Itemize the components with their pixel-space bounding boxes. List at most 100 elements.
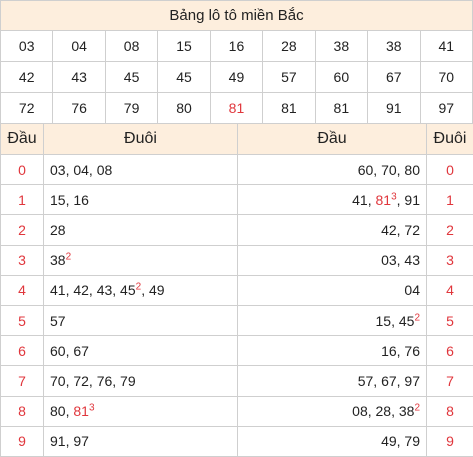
highlighted-number: 81 bbox=[73, 403, 89, 420]
duoi-digit: 9 bbox=[426, 425, 473, 457]
dau-digit: 6 bbox=[0, 335, 44, 367]
lotto-number: 43 bbox=[52, 61, 106, 93]
lotto-number: 16 bbox=[209, 30, 264, 62]
dau-list: 60, 70, 80 bbox=[237, 153, 427, 186]
head-tail-row: 9 91, 97 49, 79 9 bbox=[0, 425, 473, 457]
lotto-number: 28 bbox=[262, 30, 316, 62]
dau-digit: 2 bbox=[0, 214, 44, 246]
count-superscript: 2 bbox=[65, 251, 72, 263]
board-title: Bảng lô tô miền Bắc bbox=[0, 0, 473, 31]
head-tail-row: 3 382 03, 43 3 bbox=[0, 244, 473, 276]
number-list-text: , 91 bbox=[396, 191, 420, 208]
number-list-text: 91, 97 bbox=[50, 433, 89, 450]
number-list-text: 16, 76 bbox=[381, 342, 420, 359]
dau-digit: 7 bbox=[0, 365, 44, 397]
duoi-right-header: Đuôi bbox=[426, 123, 473, 155]
lotto-number: 70 bbox=[419, 61, 473, 93]
number-list-text: 03 bbox=[50, 161, 66, 178]
number-list-text: 60, 67 bbox=[50, 342, 89, 359]
head-tail-row: 7 70, 72, 76, 79 57, 67, 97 7 bbox=[0, 365, 473, 397]
lotto-number: 79 bbox=[104, 92, 159, 124]
number-list-text: 15, 45 bbox=[375, 312, 415, 329]
lotto-number: 80 bbox=[157, 92, 211, 124]
dau-digit: 4 bbox=[0, 274, 44, 306]
duoi-list: 41, 42, 43, 452, 49 bbox=[43, 274, 238, 306]
number-list-text: 41, 42, 43, 45 bbox=[50, 282, 136, 299]
number-list-text: , 04, 08 bbox=[65, 161, 113, 178]
head-tail-row: 4 41, 42, 43, 452, 49 04 4 bbox=[0, 274, 473, 306]
duoi-digit: 4 bbox=[426, 274, 473, 306]
duoi-list: 15, 16 bbox=[43, 184, 238, 216]
lotto-number: 08 bbox=[104, 30, 159, 62]
dau-list: 15, 452 bbox=[237, 304, 427, 337]
duoi-list: 28 bbox=[43, 214, 238, 246]
lotto-number: 45 bbox=[104, 61, 159, 93]
lotto-number: 15 bbox=[157, 30, 211, 62]
head-tail-row: 1 15, 16 41, 813, 91 1 bbox=[0, 184, 473, 216]
duoi-digit: 6 bbox=[426, 335, 473, 367]
number-list-text: 80, bbox=[50, 403, 74, 420]
dau-list: 08, 28, 382 bbox=[237, 395, 427, 427]
duoi-list: 382 bbox=[43, 244, 238, 276]
dau-digit: 3 bbox=[0, 244, 44, 276]
lotto-number: 72 bbox=[0, 92, 54, 124]
head-tail-row: 0 03, 04, 08 60, 70, 80 0 bbox=[0, 153, 473, 186]
dau-list: 57, 67, 97 bbox=[237, 365, 427, 397]
lotto-number: 49 bbox=[209, 61, 264, 93]
duoi-list: 57 bbox=[43, 304, 238, 337]
duoi-digit: 0 bbox=[426, 153, 473, 186]
lotto-number: 38 bbox=[367, 30, 421, 62]
number-list-text: 57 bbox=[50, 312, 66, 329]
dau-list: 41, 813, 91 bbox=[237, 184, 427, 216]
duoi-list: 03, 04, 08 bbox=[43, 153, 238, 186]
duoi-list: 70, 72, 76, 79 bbox=[43, 365, 238, 397]
number-list-text: 41, bbox=[352, 191, 376, 208]
highlighted-number: 81 bbox=[375, 191, 392, 208]
dau-list: 03, 43 bbox=[237, 244, 427, 276]
count-superscript: 2 bbox=[135, 281, 142, 293]
lotto-number: 97 bbox=[419, 92, 473, 124]
count-superscript: 2 bbox=[414, 311, 420, 323]
lotto-number: 45 bbox=[157, 61, 211, 93]
dau-list: 42, 72 bbox=[237, 214, 427, 246]
number-list-text: 70, 72, 76, 79 bbox=[50, 372, 136, 389]
dau-list: 16, 76 bbox=[237, 335, 427, 367]
count-superscript: 3 bbox=[391, 191, 397, 203]
number-list-text: , 49 bbox=[141, 282, 165, 299]
lotto-number: 03 bbox=[0, 30, 54, 62]
lotto-number: 42 bbox=[0, 61, 54, 93]
number-list-text: 08, 28, 38 bbox=[352, 403, 415, 420]
dau-digit: 8 bbox=[0, 395, 44, 427]
lotto-number: 81 bbox=[314, 92, 369, 124]
duoi-list: 80, 813 bbox=[43, 395, 238, 427]
dau-digit: 5 bbox=[0, 304, 44, 337]
duoi-digit: 7 bbox=[426, 365, 473, 397]
dau-digit: 1 bbox=[0, 184, 44, 216]
head-tail-table: Đầu Đuôi Đầu Đuôi 0 03, 04, 08 60, 70, 80 0… bbox=[0, 123, 473, 457]
number-list-text: 28 bbox=[50, 221, 66, 238]
lotto-number: 38 bbox=[314, 30, 369, 62]
dau-left-header: Đầu bbox=[0, 123, 44, 155]
head-tail-header-row: Đầu Đuôi Đầu Đuôi bbox=[0, 123, 473, 155]
dau-right-header: Đầu bbox=[237, 123, 427, 155]
number-row: 72 76 79 80 81 81 81 91 97 bbox=[0, 92, 473, 124]
duoi-digit: 5 bbox=[426, 304, 473, 337]
duoi-list: 60, 67 bbox=[43, 335, 238, 367]
lotto-number: 60 bbox=[314, 61, 369, 93]
duoi-list: 91, 97 bbox=[43, 425, 238, 457]
number-list-text: 03, 43 bbox=[381, 252, 420, 269]
duoi-digit: 3 bbox=[426, 244, 473, 276]
number-list-text: 15, 16 bbox=[50, 191, 89, 208]
duoi-digit: 1 bbox=[426, 184, 473, 216]
number-list-text: 42, 72 bbox=[381, 221, 420, 238]
number-list-text: 57, 67, 97 bbox=[357, 372, 420, 389]
lotto-number: 76 bbox=[52, 92, 106, 124]
number-row: 42 43 45 45 49 57 60 67 70 bbox=[0, 61, 473, 93]
lotto-number: 04 bbox=[52, 30, 106, 62]
head-tail-row: 2 28 42, 72 2 bbox=[0, 214, 473, 246]
number-row: 03 04 08 15 16 28 38 38 41 bbox=[0, 30, 473, 62]
head-tail-row: 8 80, 813 08, 28, 382 8 bbox=[0, 395, 473, 427]
dau-list: 04 bbox=[237, 274, 427, 306]
lotto-number: 91 bbox=[367, 92, 421, 124]
